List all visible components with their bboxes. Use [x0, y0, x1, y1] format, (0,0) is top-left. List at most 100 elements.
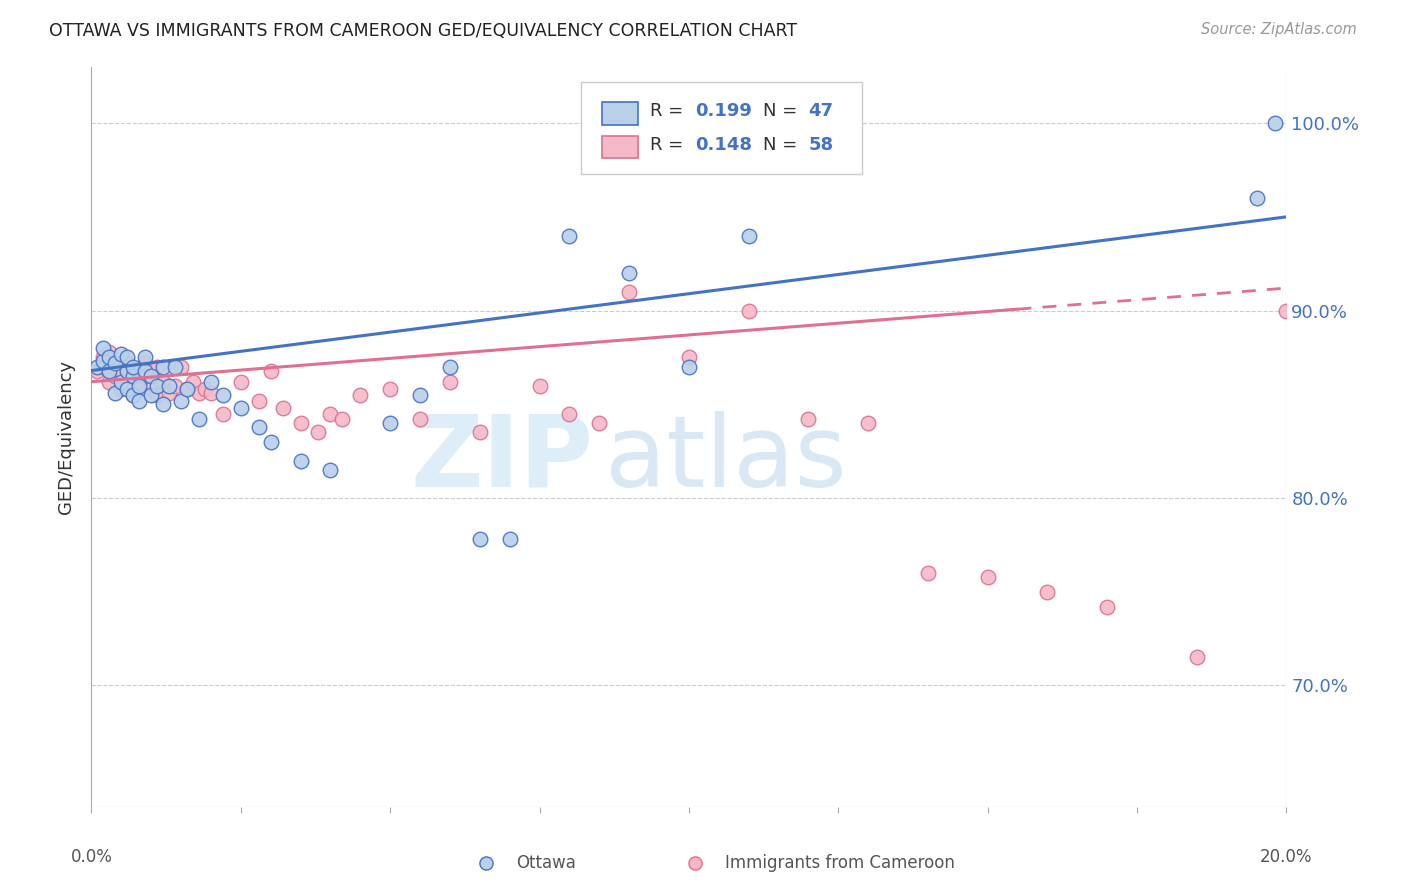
- Point: [128, 382, 150, 396]
- Point: [152, 375, 174, 389]
- Point: [152, 359, 174, 374]
- Point: [229, 401, 252, 415]
- Point: [211, 407, 233, 421]
- Text: 0.0%: 0.0%: [70, 848, 112, 866]
- Text: R =: R =: [650, 136, 689, 153]
- Point: [247, 393, 270, 408]
- Point: [170, 359, 193, 374]
- Point: [468, 425, 491, 440]
- Point: [211, 388, 233, 402]
- Point: [349, 388, 371, 402]
- Point: [104, 356, 127, 370]
- Point: [128, 378, 150, 392]
- Text: Immigrants from Cameroon: Immigrants from Cameroon: [725, 854, 955, 871]
- Point: [176, 382, 198, 396]
- Text: OTTAWA VS IMMIGRANTS FROM CAMEROON GED/EQUIVALENCY CORRELATION CHART: OTTAWA VS IMMIGRANTS FROM CAMEROON GED/E…: [49, 22, 797, 40]
- Y-axis label: GED/Equivalency: GED/Equivalency: [58, 360, 76, 514]
- Point: [976, 570, 998, 584]
- Point: [163, 359, 186, 374]
- Point: [86, 363, 108, 377]
- Point: [529, 378, 551, 392]
- Point: [146, 359, 169, 374]
- Point: [332, 412, 354, 426]
- FancyBboxPatch shape: [582, 82, 862, 174]
- Point: [1036, 584, 1059, 599]
- Point: [122, 359, 145, 374]
- Point: [115, 351, 138, 365]
- Point: [134, 363, 156, 377]
- Point: [104, 386, 127, 401]
- Text: 58: 58: [808, 136, 834, 153]
- Point: [319, 463, 342, 477]
- Point: [499, 533, 522, 547]
- Point: [104, 359, 127, 374]
- Point: [104, 369, 127, 384]
- Point: [319, 407, 342, 421]
- Point: [115, 363, 138, 377]
- Point: [917, 566, 939, 580]
- Point: [141, 388, 163, 402]
- Point: [409, 412, 432, 426]
- Point: [115, 378, 138, 392]
- Point: [152, 397, 174, 411]
- Point: [141, 382, 163, 396]
- Text: N =: N =: [763, 103, 803, 120]
- Point: [439, 375, 461, 389]
- Point: [93, 354, 115, 368]
- Point: [122, 363, 145, 377]
- Point: [1275, 303, 1298, 318]
- Point: [128, 375, 150, 389]
- Bar: [602, 136, 637, 158]
- Point: [93, 341, 115, 355]
- Text: 0.148: 0.148: [695, 136, 752, 153]
- Point: [271, 401, 294, 415]
- Point: [737, 303, 759, 318]
- Point: [93, 359, 115, 374]
- Point: [558, 407, 581, 421]
- Point: [122, 388, 145, 402]
- Point: [380, 382, 402, 396]
- Point: [93, 351, 115, 365]
- Point: [259, 363, 281, 377]
- Point: [146, 388, 169, 402]
- Point: [98, 363, 121, 377]
- Point: [1097, 599, 1119, 614]
- Point: [122, 388, 145, 402]
- Point: [115, 356, 138, 370]
- Point: [307, 425, 329, 440]
- Point: [110, 375, 132, 389]
- Text: Ottawa: Ottawa: [516, 854, 575, 871]
- Point: [134, 369, 156, 384]
- Point: [1185, 650, 1208, 665]
- Point: [115, 382, 138, 396]
- Point: [619, 285, 641, 299]
- Point: [98, 351, 121, 365]
- Text: Source: ZipAtlas.com: Source: ZipAtlas.com: [1201, 22, 1357, 37]
- Point: [200, 386, 222, 401]
- Point: [122, 369, 145, 384]
- Point: [163, 378, 186, 392]
- Point: [409, 388, 432, 402]
- Point: [259, 434, 281, 449]
- Point: [146, 378, 169, 392]
- Point: [797, 412, 820, 426]
- Point: [678, 359, 700, 374]
- Text: 0.199: 0.199: [695, 103, 752, 120]
- Bar: [602, 103, 637, 125]
- Point: [128, 393, 150, 408]
- Text: atlas: atlas: [605, 411, 846, 508]
- Point: [380, 416, 402, 430]
- Point: [229, 375, 252, 389]
- Text: N =: N =: [763, 136, 803, 153]
- Point: [134, 356, 156, 370]
- Point: [170, 393, 193, 408]
- Point: [1264, 116, 1286, 130]
- Text: 20.0%: 20.0%: [1260, 848, 1313, 866]
- Point: [157, 386, 180, 401]
- Text: ZIP: ZIP: [411, 411, 593, 508]
- Point: [86, 359, 108, 374]
- Point: [110, 346, 132, 360]
- Point: [176, 382, 198, 396]
- Point: [558, 228, 581, 243]
- Point: [188, 412, 211, 426]
